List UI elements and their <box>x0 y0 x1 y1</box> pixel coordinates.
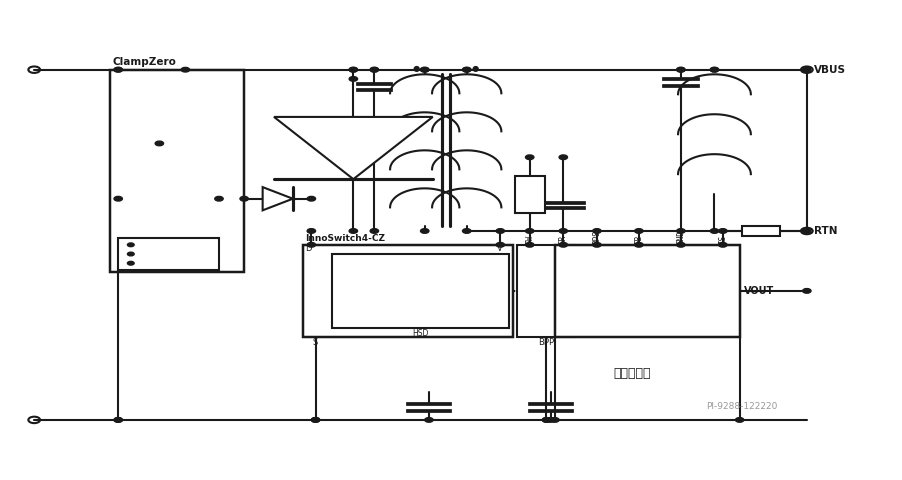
Circle shape <box>710 67 718 72</box>
Bar <box>741 227 778 236</box>
Circle shape <box>307 196 315 201</box>
Circle shape <box>307 228 315 233</box>
Circle shape <box>718 242 726 247</box>
Circle shape <box>542 418 550 422</box>
Text: FW: FW <box>525 235 534 244</box>
Text: S: S <box>313 338 318 348</box>
Text: D: D <box>304 244 311 253</box>
Circle shape <box>349 67 357 72</box>
Text: BPS: BPS <box>592 230 601 244</box>
Text: ●: ● <box>412 64 419 73</box>
Circle shape <box>802 288 810 293</box>
Text: IS: IS <box>718 235 726 244</box>
Circle shape <box>802 228 810 233</box>
Text: V: V <box>497 244 502 253</box>
Circle shape <box>370 228 378 233</box>
Circle shape <box>155 141 163 146</box>
Bar <box>332 254 508 328</box>
Circle shape <box>558 155 566 159</box>
Text: FB: FB <box>634 235 642 244</box>
Bar <box>302 245 512 337</box>
Circle shape <box>370 67 378 72</box>
Circle shape <box>546 418 554 422</box>
Text: ●: ● <box>471 64 478 73</box>
Circle shape <box>349 228 357 233</box>
Circle shape <box>114 196 123 201</box>
Polygon shape <box>262 187 292 210</box>
Circle shape <box>634 228 642 233</box>
Circle shape <box>114 67 123 72</box>
Circle shape <box>240 196 248 201</box>
Bar <box>514 176 544 213</box>
Circle shape <box>676 67 685 72</box>
Circle shape <box>462 228 471 233</box>
Circle shape <box>462 67 471 72</box>
Circle shape <box>370 67 378 72</box>
Text: ClampZero: ClampZero <box>112 58 176 67</box>
Circle shape <box>349 77 357 81</box>
Circle shape <box>127 252 134 256</box>
Circle shape <box>592 228 601 233</box>
Circle shape <box>127 243 134 247</box>
Bar <box>517 245 575 337</box>
Text: RTN: RTN <box>813 226 836 236</box>
Text: HSD: HSD <box>412 329 428 338</box>
Circle shape <box>525 155 533 159</box>
Circle shape <box>420 67 428 72</box>
Circle shape <box>424 418 433 422</box>
Circle shape <box>311 418 319 422</box>
Circle shape <box>462 67 471 72</box>
Circle shape <box>734 418 743 422</box>
Circle shape <box>710 67 718 72</box>
Text: SR: SR <box>558 235 567 244</box>
Circle shape <box>710 228 718 233</box>
Text: 初级开关: 初级开关 <box>399 281 424 291</box>
Circle shape <box>114 418 123 422</box>
Circle shape <box>420 67 428 72</box>
Text: VBUS: VBUS <box>813 65 844 75</box>
Circle shape <box>592 242 601 247</box>
Circle shape <box>676 242 685 247</box>
Circle shape <box>311 418 319 422</box>
Circle shape <box>558 228 566 233</box>
Circle shape <box>181 67 189 72</box>
Polygon shape <box>273 117 432 179</box>
Circle shape <box>114 418 123 422</box>
Circle shape <box>420 228 428 233</box>
Circle shape <box>495 228 504 233</box>
Text: GND: GND <box>676 230 685 244</box>
Circle shape <box>718 228 726 233</box>
Text: BPP: BPP <box>538 338 554 348</box>
Text: PI-9288-122220: PI-9288-122220 <box>705 402 777 410</box>
Circle shape <box>127 262 134 265</box>
Bar <box>554 245 739 337</box>
Text: 及控制器: 及控制器 <box>399 295 424 305</box>
Text: 次级侧控制: 次级侧控制 <box>613 367 650 380</box>
Bar <box>110 70 244 273</box>
Circle shape <box>676 67 685 72</box>
Circle shape <box>558 242 566 247</box>
Circle shape <box>525 242 533 247</box>
Circle shape <box>349 67 357 72</box>
Circle shape <box>114 67 123 72</box>
Text: VOUT: VOUT <box>743 286 773 296</box>
Circle shape <box>550 418 558 422</box>
Text: InnoSwitch4-CZ: InnoSwitch4-CZ <box>305 234 385 243</box>
Circle shape <box>542 418 550 422</box>
Circle shape <box>634 242 642 247</box>
Circle shape <box>307 242 315 247</box>
Circle shape <box>495 242 504 247</box>
Circle shape <box>215 196 223 201</box>
Circle shape <box>802 67 810 72</box>
Circle shape <box>525 228 533 233</box>
Bar <box>118 238 218 270</box>
Circle shape <box>676 228 685 233</box>
